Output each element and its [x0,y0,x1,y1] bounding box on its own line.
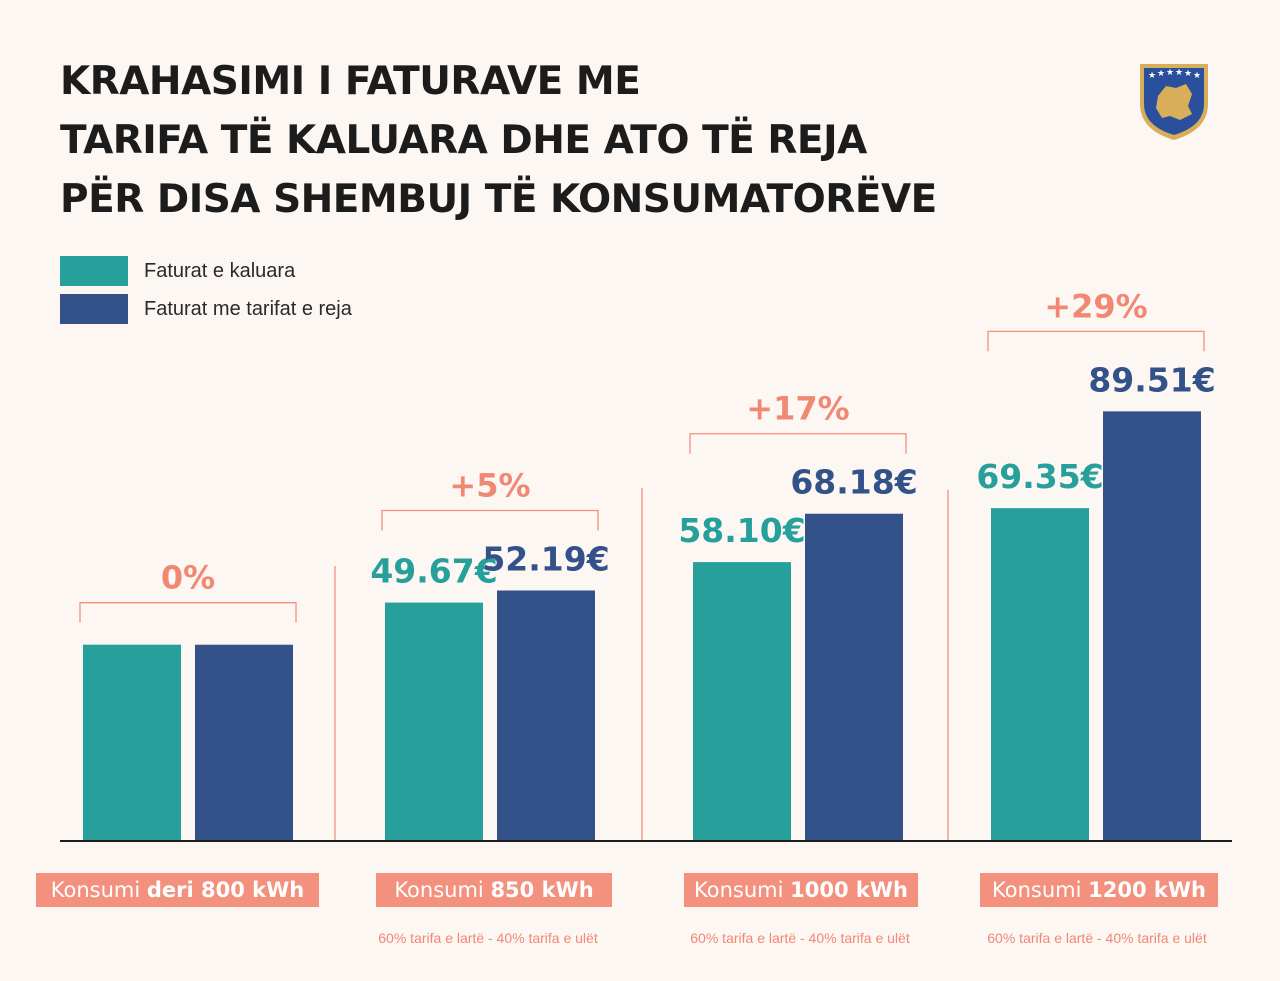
bar-new [1103,411,1201,841]
title-line-2: TARIFA TË KALUARA DHE ATO TË REJA [60,118,867,163]
value-label: 49.67€ [370,552,497,591]
bar-old [385,602,483,841]
percent-change-label: 0% [161,559,215,597]
category-label-prefix: Konsumi [394,878,491,902]
category-label-value: 1200 kWh [1088,878,1206,902]
tariff-note: 60% tarifa e lartë - 40% tarifa e ulët [987,930,1207,946]
bar-old [693,562,791,841]
category-label: Konsumi deri 800 kWh [36,873,319,907]
value-label: 89.51€ [1088,360,1215,399]
category-label-prefix: Konsumi [694,878,791,902]
category-label-value: 1000 kWh [790,878,908,902]
tariff-note: 60% tarifa e lartë - 40% tarifa e ulët [690,930,910,946]
svg-text:★: ★ [1148,71,1156,81]
svg-text:★: ★ [1193,71,1201,81]
bar-old [83,644,181,841]
title-line-1: KRAHASIMI I FATURAVE ME [60,59,641,104]
legend-swatch-old [60,256,128,286]
tariff-note: 60% tarifa e lartë - 40% tarifa e ulët [378,930,598,946]
bar-new [805,513,903,841]
svg-text:★: ★ [1175,68,1183,78]
bar-old [991,508,1089,841]
legend-label-old: Faturat e kaluara [144,259,296,282]
category-label-prefix: Konsumi [992,878,1089,902]
change-bracket [689,433,907,454]
bar-new [497,590,595,841]
legend-item-new: Faturat me tarifat e reja [60,292,352,326]
svg-text:★: ★ [1166,68,1174,78]
category-label-prefix: Konsumi [50,878,147,902]
percent-change-label: +5% [449,466,530,504]
value-label: 52.19€ [482,539,609,578]
legend-swatch-new [60,294,128,324]
category-label: Konsumi 850 kWh [376,873,612,907]
legend: Faturat e kaluara Faturat me tarifat e r… [60,254,352,330]
category-label: Konsumi 1200 kWh [980,873,1218,907]
value-label: 68.18€ [790,463,917,502]
percent-change-label: +17% [746,390,849,428]
percent-change-label: +29% [1044,287,1147,325]
value-label: 58.10€ [678,511,805,550]
chart-title: KRAHASIMI I FATURAVE ME TARIFA TË KALUAR… [60,52,937,229]
bar-new [195,644,293,841]
change-bracket [79,602,297,623]
kosovo-emblem-icon: ★ ★ ★ ★ ★ ★ [1140,64,1208,140]
category-label-value: deri 800 kWh [146,878,305,902]
legend-item-old: Faturat e kaluara [60,254,352,288]
value-label: 69.35€ [976,457,1103,496]
change-bracket [987,330,1205,352]
legend-label-new: Faturat me tarifat e reja [144,297,352,320]
category-label: Konsumi 1000 kWh [684,873,918,907]
svg-text:★: ★ [1184,69,1192,79]
category-label-value: 850 kWh [490,878,594,902]
change-bracket [381,509,599,531]
title-line-3: PËR DISA SHEMBUJ TË KONSUMATORËVE [60,177,937,222]
svg-text:★: ★ [1157,69,1165,79]
